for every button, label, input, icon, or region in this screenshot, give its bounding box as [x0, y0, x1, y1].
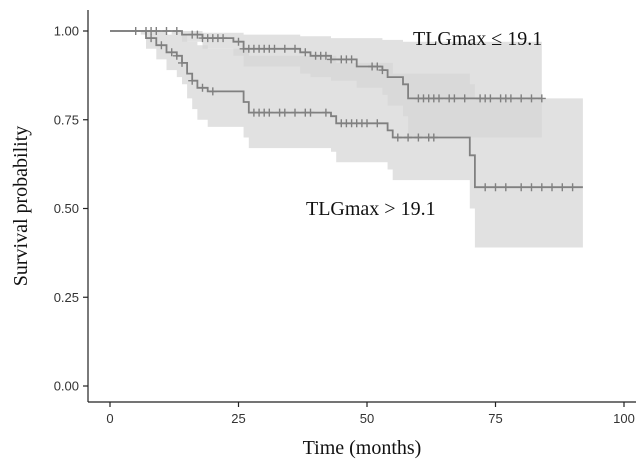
censor-mark — [558, 183, 567, 192]
survival-curve-2 — [110, 30, 583, 189]
censor-mark — [393, 133, 402, 142]
censor-mark — [537, 94, 546, 103]
censor-mark — [301, 48, 310, 57]
censor-mark — [157, 41, 166, 50]
censor-mark — [193, 30, 202, 39]
censor-mark — [270, 44, 279, 53]
censor-mark — [501, 183, 510, 192]
x-tick-label: 50 — [360, 411, 374, 426]
censor-mark — [506, 94, 515, 103]
censor-mark — [306, 108, 315, 117]
y-axis-title: Survival probability — [10, 126, 32, 287]
censor-mark — [404, 133, 413, 142]
censor-mark — [537, 183, 546, 192]
censor-mark — [265, 108, 274, 117]
y-tick-label: 1.00 — [54, 24, 79, 39]
censor-mark — [321, 51, 330, 60]
censor-mark — [178, 58, 186, 67]
censor-mark — [414, 133, 423, 142]
censor-mark — [347, 55, 356, 64]
y-tick-label: 0.75 — [54, 112, 79, 127]
censor-mark — [429, 133, 438, 142]
censor-mark — [152, 27, 161, 35]
censor-mark — [291, 108, 299, 117]
censor-mark — [234, 37, 243, 46]
censor-mark — [373, 62, 382, 71]
censor-mark — [147, 34, 156, 43]
censor-mark — [167, 48, 176, 57]
censor-mark — [172, 27, 181, 35]
axes: 0.00 0.25 0.50 0.75 1.00 0 25 50 75 100 Time (mont… — [10, 10, 636, 459]
censor-mark — [527, 183, 536, 192]
annotation-low-tlg: TLGmax ≤ 19.1 — [413, 28, 542, 50]
censor-mark — [527, 94, 536, 103]
censor-mark — [460, 94, 469, 103]
censor-mark — [131, 27, 140, 35]
censor-mark — [517, 183, 526, 192]
censor-mark — [219, 34, 228, 43]
censor-mark — [517, 94, 526, 103]
x-tick-label: 75 — [488, 411, 502, 426]
censor-mark — [363, 119, 371, 128]
censor-mark — [291, 44, 299, 53]
y-tick-label: 0.50 — [54, 201, 79, 216]
x-tick-label: 0 — [106, 411, 113, 426]
x-tick-label: 25 — [231, 411, 245, 426]
censor-mark — [208, 87, 217, 96]
censor-mark — [327, 55, 335, 64]
censor-mark — [435, 94, 443, 103]
censor-mark — [378, 66, 387, 75]
y-tick-label: 0.25 — [54, 290, 79, 305]
x-axis-title: Time (months) — [303, 437, 422, 459]
censor-mark — [172, 51, 181, 60]
censor-mark — [450, 94, 459, 103]
censor-mark — [481, 183, 490, 192]
y-tick-label: 0.00 — [54, 379, 79, 394]
censor-mark — [280, 44, 289, 53]
censor-mark — [568, 183, 577, 192]
censor-mark — [188, 76, 197, 85]
censor-mark — [491, 183, 500, 192]
censor-mark — [373, 119, 382, 128]
x-tick-label: 100 — [613, 411, 635, 426]
confidence-band-2 — [110, 31, 583, 248]
censor-mark — [486, 94, 495, 103]
censor-mark — [321, 108, 330, 117]
censor-mark — [548, 183, 556, 192]
annotations: TLGmax ≤ 19.1 TLGmax > 19.1 — [306, 28, 542, 220]
confidence-bands — [110, 31, 583, 248]
censor-marks — [131, 27, 577, 192]
annotation-high-tlg: TLGmax > 19.1 — [306, 198, 436, 220]
censor-mark — [198, 83, 207, 92]
censor-mark — [280, 108, 289, 117]
censor-mark — [162, 27, 171, 35]
